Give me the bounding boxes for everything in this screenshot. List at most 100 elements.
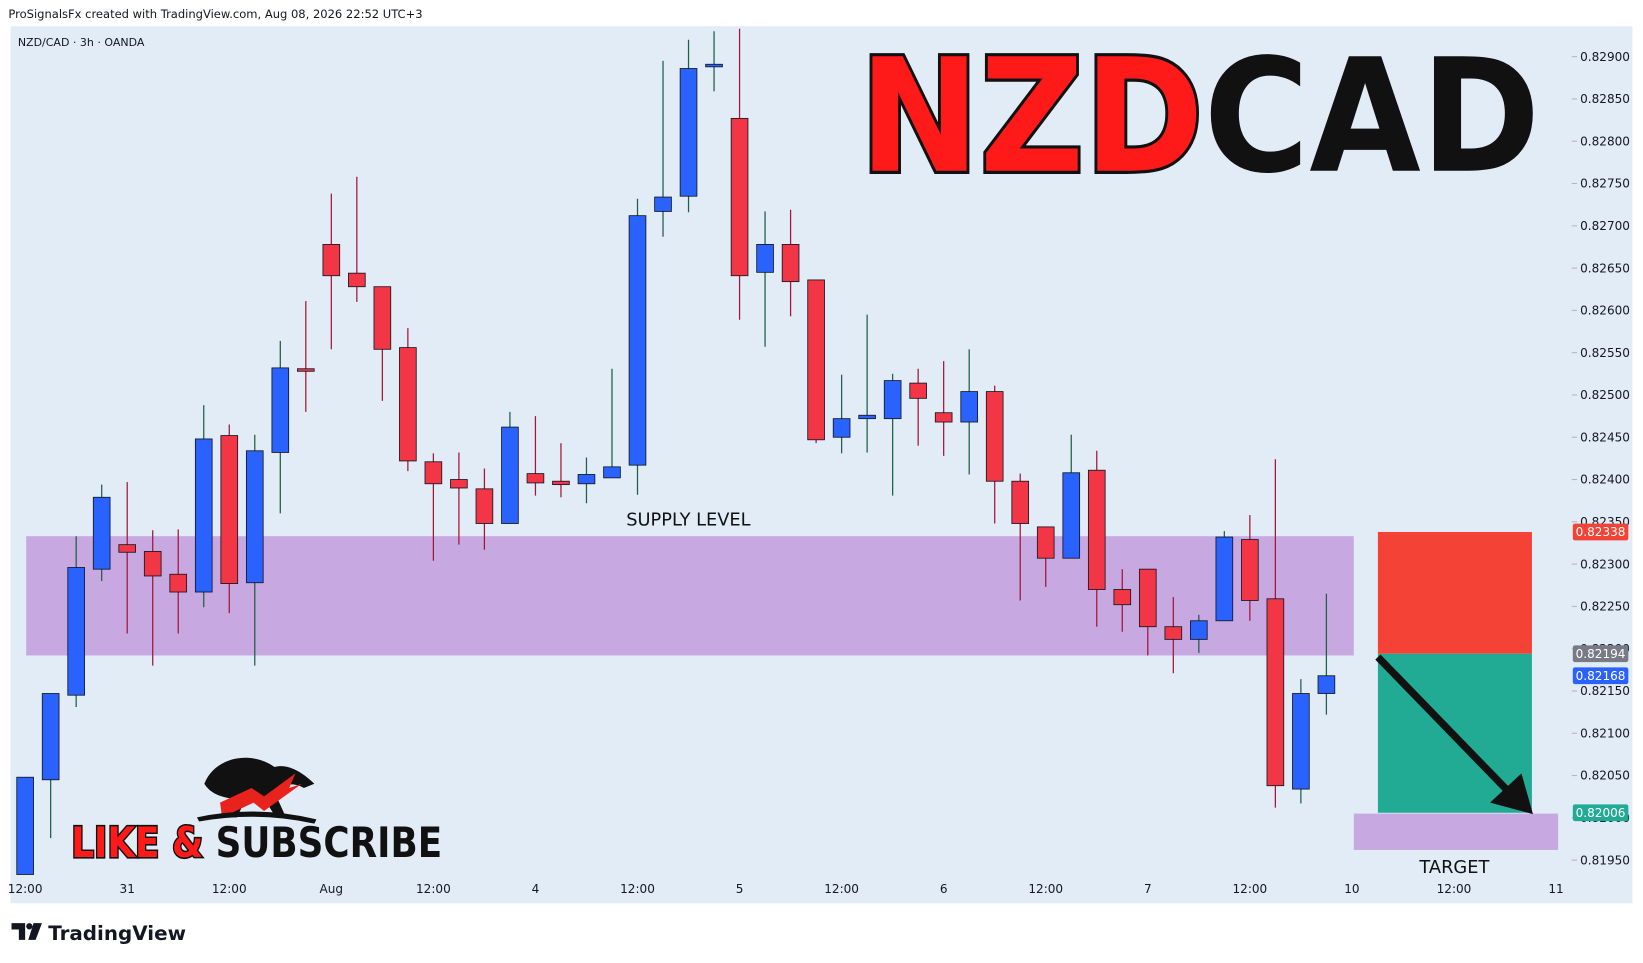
candle-body (501, 426, 519, 524)
y-tick-label: 0.82050 (1580, 769, 1630, 783)
candle-body (1241, 539, 1259, 601)
candle-body (297, 368, 315, 372)
x-tick-label: 5 (736, 882, 744, 896)
y-tick-label: 0.82750 (1580, 177, 1630, 191)
x-tick-label: 6 (940, 882, 948, 896)
candle-body (373, 286, 392, 350)
x-tick-label: 12:00 (1437, 882, 1472, 896)
x-tick-label: 31 (120, 882, 135, 896)
candle-body (552, 480, 570, 486)
candle-body (730, 117, 749, 277)
candle-body (1317, 675, 1336, 694)
candle-body (909, 382, 927, 399)
x-tick-label: 12:00 (8, 882, 43, 896)
stop-area (1377, 531, 1532, 654)
candle-body (271, 367, 290, 453)
candle-body (603, 466, 621, 479)
candle-body (450, 479, 468, 489)
cta-part: SUBSCRIBE (216, 818, 443, 867)
candle-body (1190, 620, 1208, 640)
symbol: NZD/CAD · 3h · OANDA (18, 36, 145, 49)
y-tick-label: 0.82700 (1580, 219, 1630, 233)
price-tag (1572, 804, 1629, 822)
candle-body (985, 391, 1004, 482)
candle-body (424, 461, 443, 485)
y-tick-label: 0.82150 (1580, 684, 1630, 698)
candle-body (16, 776, 34, 875)
title-part: NZD (859, 26, 1203, 209)
price-tag-label: 0.82194 (1576, 647, 1626, 661)
y-tick-label: 0.82650 (1580, 261, 1630, 275)
candle-body (1292, 693, 1310, 790)
candle-body (1266, 598, 1285, 787)
candle-body (705, 63, 723, 68)
candle-body (807, 279, 825, 441)
y-tick-label: 0.82450 (1580, 430, 1630, 444)
header: ProSignalsFx created with TradingView.co… (8, 7, 422, 21)
candle-body (92, 496, 111, 570)
candle-body (348, 272, 366, 288)
price-tag-label: 0.82006 (1576, 806, 1626, 820)
y-tick-label: 0.82900 (1580, 50, 1630, 64)
candle-body (1138, 568, 1157, 628)
y-tick-label: 0.82800 (1580, 134, 1630, 148)
candle-body (245, 450, 264, 584)
x-tick-label: 12:00 (416, 882, 451, 896)
cta-part: LIKE & (71, 818, 203, 867)
candle-body (756, 243, 774, 273)
big-title: NZDCAD (859, 26, 1540, 209)
candle-body (1036, 526, 1055, 559)
y-tick-label: 0.82400 (1580, 473, 1630, 487)
candle-body (1164, 626, 1183, 640)
candle-body (143, 551, 162, 577)
candle-body (628, 215, 647, 466)
logo (196, 757, 317, 824)
title-part: CAD (1204, 26, 1541, 209)
price-tag (1572, 645, 1629, 663)
brand-logo (11, 923, 42, 940)
candle-body (1087, 469, 1106, 590)
candle-body (1011, 480, 1030, 524)
candle-body (41, 693, 60, 781)
candle-body (654, 196, 672, 212)
x-tick-label: 10 (1344, 882, 1359, 896)
candle-body (679, 68, 698, 197)
candle-body (194, 438, 213, 593)
target-zone (1353, 813, 1559, 850)
candle-body (1215, 536, 1234, 622)
x-tick-label: 12:00 (212, 882, 247, 896)
price-tag-label: 0.82338 (1576, 525, 1626, 539)
target-label: TARGET (1418, 857, 1489, 878)
candle-body (169, 573, 188, 593)
y-tick-label: 0.82600 (1580, 304, 1630, 318)
candle-body (220, 435, 239, 584)
overlay-layer: SUPPLY LEVELTARGET0.823380.821940.821680… (626, 510, 1629, 878)
x-tick-label: 7 (1144, 882, 1152, 896)
y-tick-label: 0.82100 (1580, 726, 1630, 740)
x-tick-label: 4 (532, 882, 540, 896)
x-tick-label: Aug (320, 882, 344, 896)
candle-body (883, 380, 902, 420)
candle-body (1062, 472, 1081, 559)
candle-body (960, 391, 978, 423)
candle-body (118, 544, 137, 553)
y-tick-label: 0.82850 (1580, 92, 1630, 106)
x-tick-label: 12:00 (1028, 882, 1063, 896)
candle-body (399, 347, 417, 462)
candle-body (781, 243, 800, 283)
candle-body (934, 412, 953, 423)
candle-body (832, 418, 851, 438)
candle-body (858, 414, 876, 420)
call-to-action: LIKE & SUBSCRIBE (71, 818, 442, 867)
candle-body (577, 474, 596, 485)
x-tick-label: 11 (1548, 882, 1563, 896)
y-tick-label: 0.81950 (1580, 853, 1630, 867)
candle-body (526, 473, 545, 484)
candle-body (322, 243, 341, 277)
candle-body (475, 488, 494, 524)
arrow (1375, 654, 1533, 815)
y-tick-label: 0.82300 (1580, 557, 1630, 571)
candles-layer (16, 28, 1336, 875)
